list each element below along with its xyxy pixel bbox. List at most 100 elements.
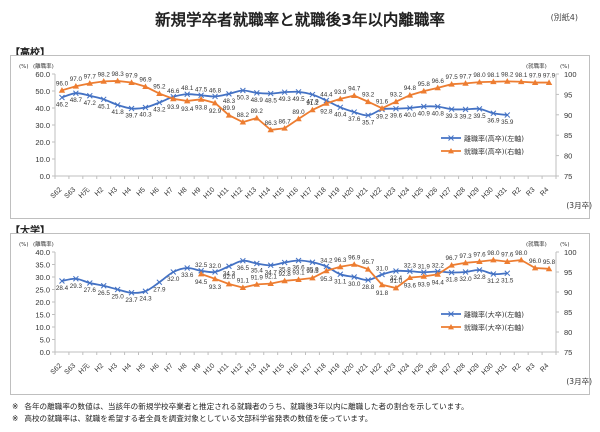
legend-item: 離職率(大卒)(左軸) xyxy=(441,310,524,319)
x-marker xyxy=(73,90,79,97)
x-marker xyxy=(184,265,191,271)
separation-rate-label: 49.3 xyxy=(278,96,291,103)
x-marker xyxy=(100,282,107,289)
separation-rate-label: 44.4 xyxy=(320,92,333,99)
x-tick-label: R4 xyxy=(539,362,550,373)
separation-rate-point xyxy=(351,274,358,280)
x-marker xyxy=(281,89,288,96)
employment-rate-label: 86.7 xyxy=(278,118,291,125)
separation-rate-point xyxy=(295,257,302,264)
employment-rate-point xyxy=(504,78,511,84)
left-tick-label: 25.0 xyxy=(35,286,50,295)
separation-rate-point xyxy=(240,257,246,264)
x-tick-label: H11 xyxy=(217,186,231,200)
x-marker xyxy=(240,257,246,264)
right-tick-label: 85 xyxy=(564,308,572,317)
employment-rate-label: 93.8 xyxy=(195,104,208,111)
employment-rate-label: 98.2 xyxy=(98,71,111,78)
x-tick-label: H4 xyxy=(122,362,133,373)
x-axis-note: (3月卒) xyxy=(566,200,592,210)
employment-rate-label: 95.3 xyxy=(320,276,333,283)
x-tick-label: H4 xyxy=(122,186,133,197)
separation-rate-point xyxy=(170,269,177,275)
separation-rate-label: 35.9 xyxy=(306,266,319,273)
x-tick-label: H29 xyxy=(467,362,481,376)
x-marker xyxy=(100,96,107,103)
separation-rate-point xyxy=(434,103,441,110)
separation-rate-label: 27.6 xyxy=(84,287,97,294)
x-marker xyxy=(407,268,413,275)
x-marker xyxy=(393,268,399,274)
left-tick-label: 20.0 xyxy=(35,298,50,307)
section-label-university: 【大学】 xyxy=(10,226,50,237)
employment-rate-point xyxy=(337,263,344,270)
x-tick-label: R2 xyxy=(511,362,522,373)
separation-rate-label: 26.5 xyxy=(98,290,111,297)
separation-rate-point xyxy=(504,270,511,277)
separation-rate-point xyxy=(448,269,455,276)
x-tick-label: S62 xyxy=(50,186,64,200)
employment-rate-label: 93.3 xyxy=(209,284,222,291)
x-tick-label: H19 xyxy=(328,186,342,200)
separation-rate-label: 32.8 xyxy=(473,274,486,281)
separation-rate-point xyxy=(295,88,302,95)
separation-rate-point xyxy=(142,288,149,295)
x-marker xyxy=(59,94,65,101)
chart-panel-university: 0.0 5.0 10.0 15.0 20.0 25.0 30.0 35.0 40.0 75 80 85… xyxy=(10,233,592,395)
x-tick-label: H24 xyxy=(397,362,411,376)
employment-rate-label: 96.3 xyxy=(334,257,347,264)
right-axis-unit: (%) xyxy=(560,242,570,248)
x-tick-label: H16 xyxy=(286,186,300,200)
x-marker xyxy=(253,90,260,96)
employment-rate-point xyxy=(504,258,511,264)
separation-rate-label: 32.5 xyxy=(195,262,208,269)
separation-rate-label: 31.9 xyxy=(418,263,431,270)
x-tick-label: H31 xyxy=(495,186,509,200)
employment-rate-label: 93.1 xyxy=(292,270,305,277)
employment-rate-point xyxy=(211,99,219,106)
x-tick-label: H元 xyxy=(77,186,91,200)
separation-rate-point xyxy=(100,96,107,103)
separation-rate-point xyxy=(462,106,469,113)
left-tick-label: 20.0 xyxy=(35,138,50,147)
employment-rate-point xyxy=(295,115,302,122)
separation-rate-label: 40.8 xyxy=(432,111,445,118)
right-tick-label: 95 xyxy=(564,90,572,99)
employment-rate-label: 92.8 xyxy=(278,271,291,278)
separation-rate-point xyxy=(448,106,455,113)
employment-rate-label: 93.9 xyxy=(334,89,347,96)
separation-rate-point xyxy=(420,103,427,110)
separation-rate-point xyxy=(184,265,191,271)
x-tick-label: H24 xyxy=(397,186,411,200)
employment-rate-point xyxy=(476,258,483,264)
legend-triangle-marker xyxy=(448,324,454,330)
separation-rate-label: 25.0 xyxy=(111,294,124,301)
employment-rate-point xyxy=(490,78,497,85)
x-marker xyxy=(156,279,163,286)
separation-rate-point xyxy=(407,105,413,111)
x-marker xyxy=(240,87,246,94)
employment-rate-point xyxy=(392,284,400,291)
employment-rate-point xyxy=(378,105,386,111)
left-tick-label: 0.0 xyxy=(40,172,50,181)
separation-rate-label: 30.0 xyxy=(348,281,361,288)
right-tick-label: 75 xyxy=(564,172,572,181)
separation-rate-point xyxy=(253,260,260,267)
separation-rate-label: 48.1 xyxy=(181,85,194,92)
employment-rate-point xyxy=(364,266,372,272)
employment-rate-label: 95.8 xyxy=(418,81,431,88)
section-label-high-school: 【高校】 xyxy=(10,48,50,59)
separation-rate-point xyxy=(142,104,149,111)
x-tick-label: H5 xyxy=(136,186,147,197)
separation-rate-label: 32.0 xyxy=(209,263,222,270)
x-tick-label: H3 xyxy=(108,362,119,373)
x-marker xyxy=(295,257,302,264)
x-marker xyxy=(295,88,302,95)
employment-rate-point xyxy=(531,79,539,85)
x-marker xyxy=(226,91,232,97)
separation-rate-label: 50.3 xyxy=(237,94,250,101)
left-axis-unit: (%) xyxy=(19,242,29,248)
separation-rate-label: 29.3 xyxy=(70,283,83,290)
x-marker xyxy=(476,105,483,112)
x-marker xyxy=(365,112,371,119)
